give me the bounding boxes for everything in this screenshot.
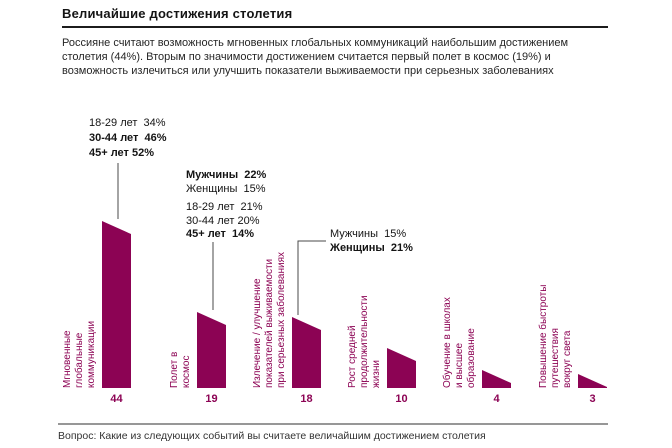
- intro-paragraph: Россияне считают возможность мгновенных …: [62, 37, 569, 77]
- bar: [482, 370, 511, 388]
- value-label: 4: [493, 393, 500, 405]
- annotation: 18-29 лет 34% 30-44 лет 46% 45+ лет 52%: [89, 116, 167, 161]
- value-label: 3: [589, 393, 596, 405]
- bar: [387, 348, 416, 388]
- value-label: 19: [205, 393, 218, 405]
- value-label: 10: [395, 393, 408, 405]
- bar: [578, 374, 607, 388]
- value-label: 44: [110, 393, 123, 405]
- annotation-line: 18-29 лет 21%: [186, 201, 263, 213]
- annotation-line: 18-29 лет 34%: [89, 117, 166, 129]
- footer-divider: [58, 423, 608, 425]
- annotation-line: 30-44 лет 20%: [186, 214, 260, 227]
- value-label: 18: [300, 393, 313, 405]
- connector-line: [297, 240, 326, 315]
- bar: [102, 221, 131, 388]
- annotation-line: Женщины 21%: [330, 241, 413, 254]
- annotation-line: Мужчины 15%: [330, 228, 407, 240]
- bar: [197, 312, 226, 388]
- annotation-line: 45+ лет 52%: [89, 147, 154, 159]
- annotation: Мужчины 15% Женщины 21%: [330, 228, 413, 255]
- bar: [292, 317, 321, 388]
- title-divider: [62, 26, 608, 28]
- page-title: Величайшие достижения столетия: [62, 6, 293, 21]
- annotation-line: Женщины 15%: [186, 182, 266, 195]
- annotation-line: Мужчины 22%: [186, 169, 267, 181]
- annotation-line: 45+ лет 14%: [186, 228, 255, 240]
- survey-question: Вопрос: Какие из следующих событий вы сч…: [58, 430, 486, 442]
- annotation: Мужчины 22% Женщины 15% 18-29 лет 21% 30-44…: [186, 169, 266, 242]
- annotation-line: 30-44 лет 46%: [89, 132, 167, 144]
